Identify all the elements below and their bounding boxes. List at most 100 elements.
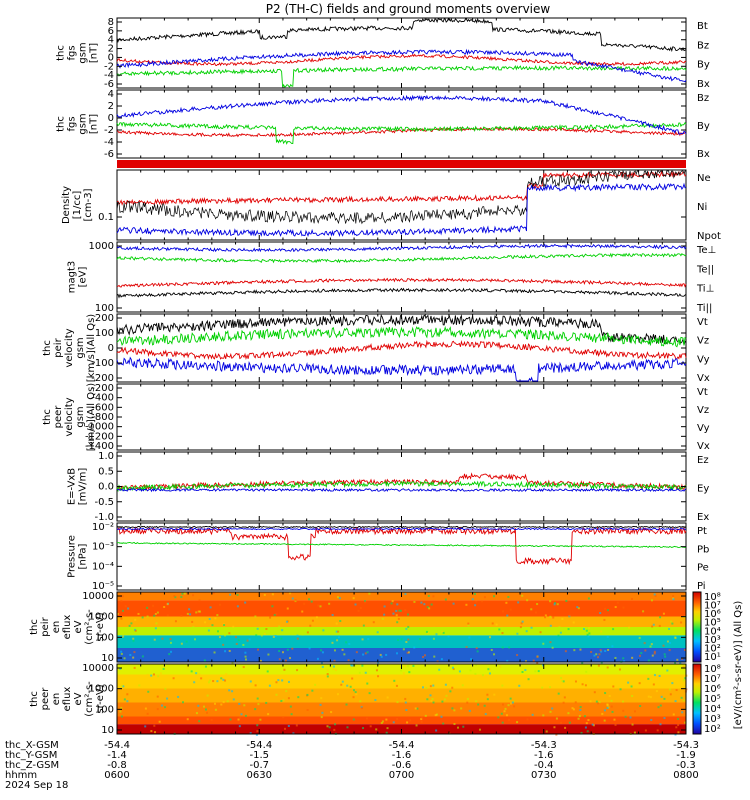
panel-peir-spectrogram-speck [129, 653, 132, 656]
panel-peir-spectrogram-speck [539, 631, 542, 634]
panel-peir-spectrogram-speck [257, 648, 260, 651]
panel-peir-spectrogram-speck [407, 638, 410, 641]
panel-peer-spectrogram-speck [584, 684, 587, 687]
panel-peer-spectrogram-speck [499, 665, 502, 668]
panel-peer-spectrogram-speck [469, 669, 472, 672]
panel-fgs-gsm-ytick-label: 0 [108, 52, 114, 63]
panel-peir-spectrogram-band [117, 616, 686, 627]
panel-peir-spectrogram-speck [367, 638, 370, 641]
panel-peir-spectrogram-speck [275, 613, 278, 616]
panel-peir-velocity-ytick-label: -100 [91, 358, 114, 369]
panel-peer-spectrogram-speck [434, 714, 437, 717]
panel-peer-velocity-ytick-label: -200 [91, 383, 114, 394]
panel-peir-spectrogram-speck [254, 615, 257, 618]
panel-peer-spectrogram-speck [508, 718, 511, 721]
panel-peir-spectrogram-speck [236, 605, 239, 608]
panel-peer-spectrogram-speck [560, 676, 563, 679]
panel-peir-spectrogram-speck [444, 598, 447, 601]
panel-peer-spectrogram-speck [507, 704, 510, 707]
panel-peer-spectrogram-speck [421, 683, 424, 686]
panel-peir-spectrogram-speck [520, 622, 523, 625]
panel-fgs-gse-by-trace [116, 121, 687, 145]
panel-peer-spectrogram-speck [684, 721, 687, 724]
panel-peer-spectrogram-speck [249, 680, 252, 683]
panel-peir-spectrogram-speck [152, 604, 155, 607]
panel-fgs-gse-ytick-label: 4 [108, 89, 114, 100]
xaxis-value: -0.8 [107, 760, 127, 771]
panel-peir-spectrogram-speck [474, 604, 477, 607]
panel-peir-spectrogram-speck [442, 631, 445, 634]
panel-peir-spectrogram-speck [418, 638, 421, 641]
panel-peer-spectrogram-speck [386, 696, 389, 699]
panel-peir-spectrogram-ytick-label: 100 [95, 632, 114, 643]
panel-peer-spectrogram-speck [673, 684, 676, 687]
panel-peir-spectrogram-speck [650, 599, 653, 602]
panel-peir-spectrogram-speck [435, 633, 438, 636]
panel-density-legend-ni: Ni [697, 202, 707, 213]
panel-peir-spectrogram-speck [337, 630, 340, 633]
panel-peer-spectrogram-speck [333, 728, 336, 731]
panel-peer-spectrogram-speck [682, 699, 685, 702]
panel-peir-velocity-legend-vx: Vx [697, 373, 710, 384]
panel-peir-spectrogram-speck [269, 616, 272, 619]
panel-peer-spectrogram-speck [526, 718, 529, 721]
panel-peer-spectrogram-speck [147, 690, 150, 693]
panel-peir-spectrogram-speck [229, 593, 232, 596]
colorbar-label: [eV/(cm²-s-sr-eV)] (All Qs) [733, 601, 744, 730]
panel-peer-spectrogram-speck [557, 692, 560, 695]
panel-peer-spectrogram-speck [334, 723, 337, 726]
panel-peir-spectrogram-speck [405, 627, 408, 630]
panel-peir-velocity-ytick-label: 100 [95, 328, 114, 339]
panel-peer-spectrogram-speck [240, 713, 243, 716]
panel-peir-spectrogram-speck [120, 617, 123, 620]
panel-peer-spectrogram-speck [610, 705, 613, 708]
panel-peir-spectrogram-ylabel-line: eV [73, 620, 84, 633]
panel-peir-spectrogram-speck [581, 661, 584, 664]
panel-peir-spectrogram-speck [549, 615, 552, 618]
panel-peir-spectrogram-speck [509, 608, 512, 611]
panel-peer-spectrogram-speck [281, 679, 284, 682]
xaxis-row-label: thc_X-GSM [5, 740, 59, 751]
panel-peir-spectrogram-speck [672, 598, 675, 601]
panel-peir-spectrogram-speck [668, 627, 671, 630]
panel-temperature-legend-ti||: Ti|| [696, 303, 712, 314]
panel-peer-spectrogram-speck [451, 707, 454, 710]
panel-peer-spectrogram-speck [537, 670, 540, 673]
panel-peir-spectrogram-speck [265, 628, 268, 631]
panel-peer-spectrogram-speck [144, 725, 147, 728]
panel-peer-velocity-ylabel-line: thc [42, 409, 53, 425]
panel-peer-spectrogram-speck [606, 703, 609, 706]
panel-peer-spectrogram-speck [483, 704, 486, 707]
panel-fgs-gsm-legend-by: By [697, 60, 710, 71]
panel-peir-spectrogram-speck [194, 638, 197, 641]
panel-peir-spectrogram-speck [348, 628, 351, 631]
panel-peer-spectrogram-speck [622, 700, 625, 703]
panel-peir-spectrogram-speck [331, 641, 334, 644]
panel-peer-spectrogram-speck [195, 672, 198, 675]
panel-peer-spectrogram-speck [385, 731, 388, 734]
panel-peer-spectrogram-speck [488, 668, 491, 671]
panel-peer-spectrogram-speck [674, 733, 677, 736]
panel-peer-spectrogram-speck [374, 699, 377, 702]
panel-peer-spectrogram-speck [598, 701, 601, 704]
panel-peir-spectrogram-speck [649, 645, 652, 648]
panel-peir-spectrogram-speck [561, 618, 564, 621]
panel-peir-spectrogram-speck [407, 625, 410, 628]
panel-peir-spectrogram-speck [471, 598, 474, 601]
panel-peir-spectrogram-speck [244, 601, 247, 604]
panel-peir-velocity-ylabel-line: velocity [64, 328, 75, 367]
panel-peir-spectrogram-speck [120, 599, 123, 602]
panel-peer-spectrogram-speck [587, 719, 590, 722]
panel-peir-spectrogram-speck [132, 656, 135, 659]
xaxis-value: -1.9 [676, 750, 696, 761]
panel-peir-spectrogram-speck [396, 603, 399, 606]
panel-peir-spectrogram-speck [402, 648, 405, 651]
panel-peir-spectrogram-speck [248, 638, 251, 641]
panel-peir-spectrogram-speck [554, 602, 557, 605]
panel-peer-spectrogram-speck [629, 716, 632, 719]
panel-peir-spectrogram-speck [595, 653, 598, 656]
panel-peer-spectrogram-speck [435, 729, 438, 732]
panel-peir-spectrogram-speck [498, 628, 501, 631]
panel-peer-spectrogram-speck [466, 701, 469, 704]
panel-peir-spectrogram-speck [465, 603, 468, 606]
